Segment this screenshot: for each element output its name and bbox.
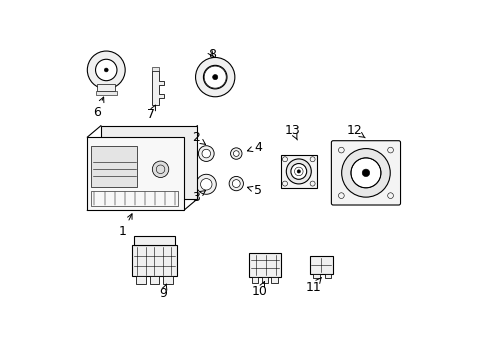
Text: 10: 10 bbox=[251, 282, 267, 298]
Circle shape bbox=[152, 161, 168, 177]
Circle shape bbox=[350, 158, 380, 188]
Bar bbox=[134, 236, 175, 245]
Text: 2: 2 bbox=[192, 131, 205, 144]
Polygon shape bbox=[151, 71, 164, 105]
Bar bbox=[271, 277, 277, 283]
Text: 7: 7 bbox=[146, 105, 155, 121]
Circle shape bbox=[198, 146, 214, 161]
Circle shape bbox=[232, 180, 240, 188]
Bar bbox=[132, 245, 176, 276]
Circle shape bbox=[196, 174, 216, 194]
Text: 12: 12 bbox=[346, 124, 365, 138]
Text: 3: 3 bbox=[192, 190, 205, 204]
Text: 4: 4 bbox=[247, 141, 262, 154]
Bar bbox=[91, 191, 178, 206]
Bar bbox=[97, 84, 115, 91]
Circle shape bbox=[285, 159, 311, 184]
Circle shape bbox=[195, 58, 234, 97]
Text: 9: 9 bbox=[159, 284, 166, 300]
Bar bbox=[163, 276, 172, 284]
Circle shape bbox=[200, 179, 212, 190]
Circle shape bbox=[230, 148, 242, 159]
Bar bbox=[149, 276, 159, 284]
Text: 13: 13 bbox=[285, 124, 300, 140]
FancyBboxPatch shape bbox=[331, 141, 400, 205]
Text: 1: 1 bbox=[119, 214, 132, 238]
Circle shape bbox=[297, 170, 300, 173]
Text: 8: 8 bbox=[207, 48, 215, 61]
Circle shape bbox=[87, 51, 125, 89]
Bar bbox=[280, 155, 316, 188]
Bar bbox=[251, 277, 258, 283]
Bar bbox=[136, 276, 145, 284]
Bar bbox=[151, 67, 159, 71]
Circle shape bbox=[104, 68, 108, 72]
Bar bbox=[324, 274, 331, 278]
Bar bbox=[95, 91, 117, 95]
Circle shape bbox=[341, 149, 389, 197]
Bar bbox=[312, 274, 319, 278]
Circle shape bbox=[229, 176, 243, 191]
Circle shape bbox=[233, 151, 239, 157]
Text: 6: 6 bbox=[93, 97, 103, 119]
Polygon shape bbox=[101, 126, 197, 199]
Bar bbox=[248, 253, 280, 277]
Text: 5: 5 bbox=[247, 184, 262, 197]
Circle shape bbox=[203, 65, 226, 89]
Bar bbox=[261, 277, 267, 283]
Polygon shape bbox=[87, 137, 183, 210]
Circle shape bbox=[95, 59, 117, 81]
Circle shape bbox=[362, 169, 369, 177]
Circle shape bbox=[202, 149, 210, 158]
Circle shape bbox=[290, 163, 306, 179]
Text: 11: 11 bbox=[305, 278, 321, 294]
Circle shape bbox=[212, 75, 217, 80]
Bar bbox=[309, 256, 332, 274]
Bar bbox=[91, 146, 137, 187]
